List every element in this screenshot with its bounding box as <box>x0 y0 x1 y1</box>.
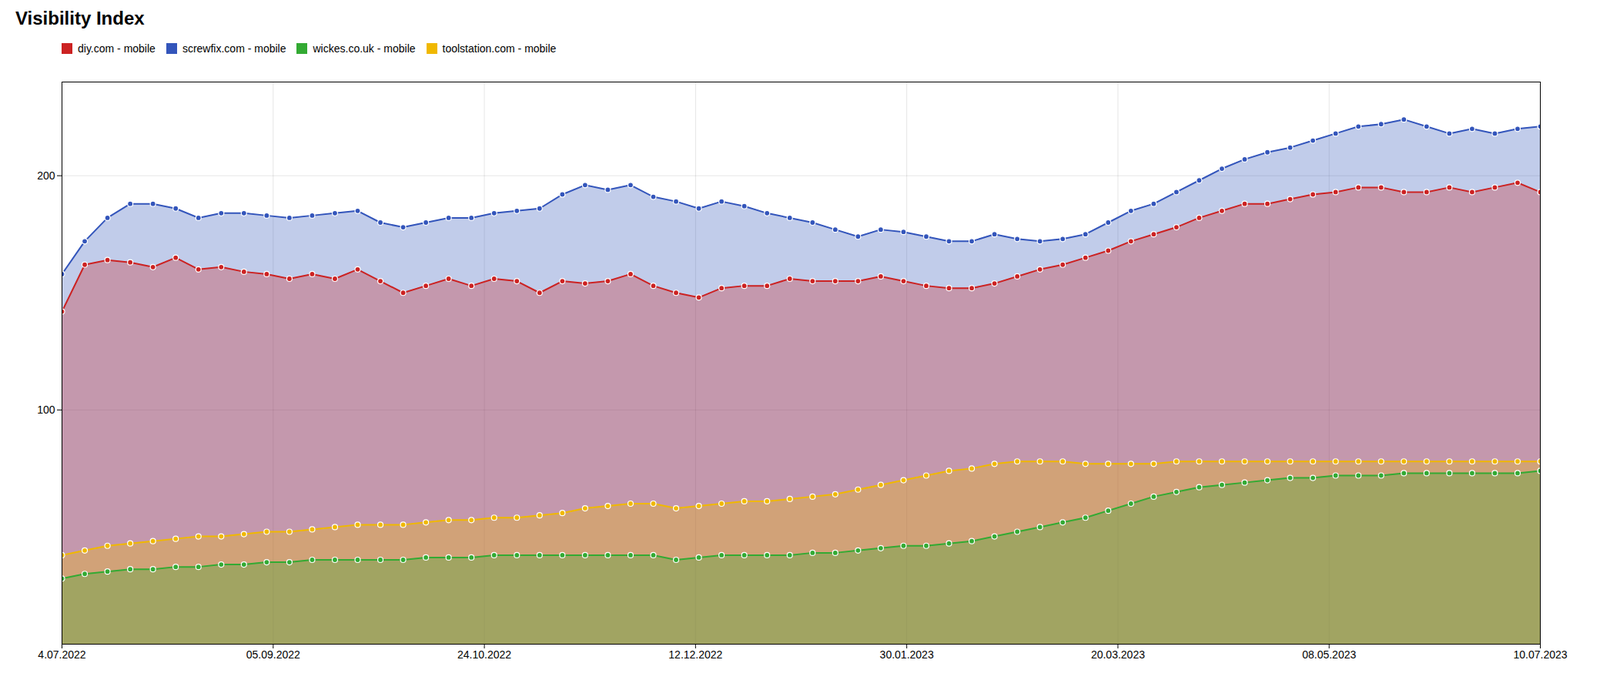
html-text:Visibility Index: Visibility Index <box>15 7 145 29</box>
svg-text:05.09.2022: 05.09.2022 <box>246 648 301 661</box>
svg-text:20.03.2023: 20.03.2023 <box>1091 648 1145 661</box>
svg-text:30.01.2023: 30.01.2023 <box>880 648 934 661</box>
html-text:wickes.co.uk - mobile: wickes.co.uk - mobile <box>312 41 416 55</box>
svg-text:100: 100 <box>36 403 56 416</box>
svg-text:08.05.2023: 08.05.2023 <box>1302 648 1356 661</box>
svg-text:24.10.2022: 24.10.2022 <box>457 648 512 661</box>
svg-text:12.12.2022: 12.12.2022 <box>668 648 723 661</box>
html-text:diy.com - mobile: diy.com - mobile <box>77 41 156 55</box>
html-text:toolstation.com - mobile: toolstation.com - mobile <box>442 41 557 55</box>
svg-text:200: 200 <box>36 169 56 182</box>
html-text:screwfix.com - mobile: screwfix.com - mobile <box>182 41 287 55</box>
svg-text:4.07.2022: 4.07.2022 <box>37 648 86 661</box>
svg-text:10.07.2023: 10.07.2023 <box>1512 648 1567 661</box>
